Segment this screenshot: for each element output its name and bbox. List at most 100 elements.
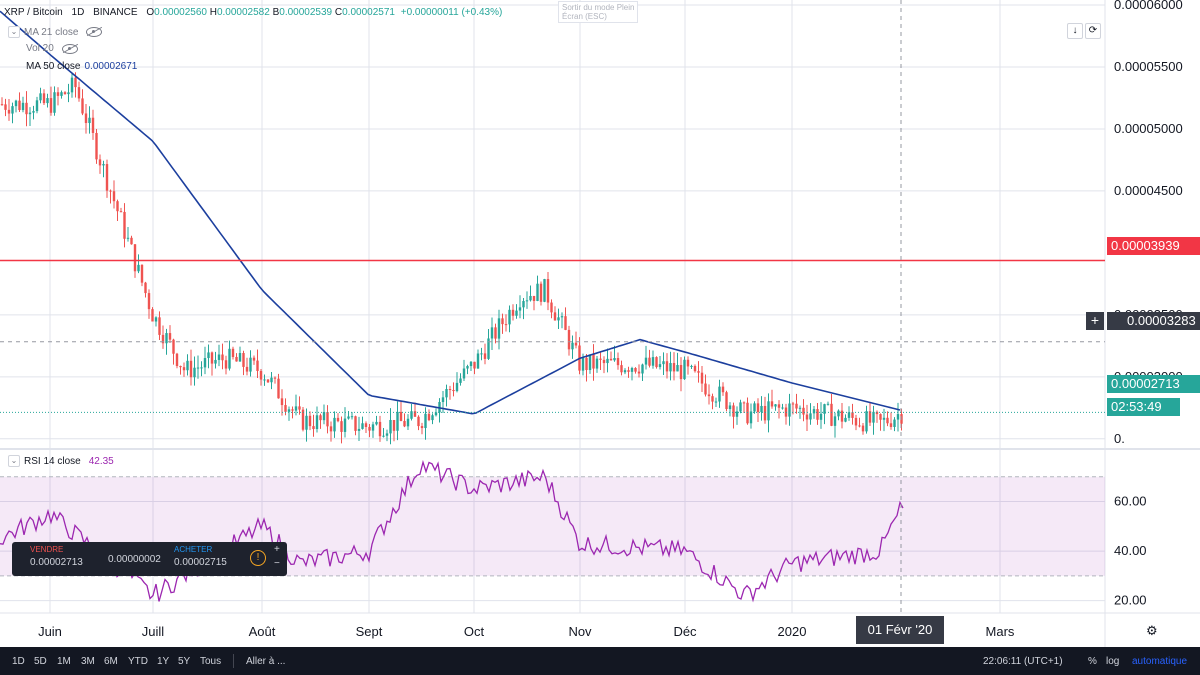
buy-block[interactable]: ACHETER 0.00002715 — [174, 545, 227, 568]
candle-body — [35, 100, 39, 112]
candle-body — [830, 403, 833, 426]
candle-body — [322, 412, 326, 421]
candle-body — [333, 417, 336, 432]
candle-body — [886, 417, 889, 424]
range-1d[interactable]: 1D — [12, 656, 25, 667]
sell-price: 0.00002713 — [30, 557, 83, 568]
candle-body — [319, 415, 322, 421]
range-5y[interactable]: 5Y — [178, 656, 191, 667]
percent-toggle[interactable]: % — [1088, 656, 1097, 667]
candle-body — [882, 417, 886, 420]
candle-body — [252, 357, 256, 361]
candle-body — [872, 411, 875, 423]
candle-body — [112, 191, 116, 202]
range-6m[interactable]: 6M — [104, 656, 118, 667]
candle-body — [795, 403, 798, 409]
log-toggle[interactable]: log — [1106, 656, 1120, 667]
candle-body — [515, 310, 518, 316]
candle-body — [84, 113, 88, 124]
candle-body — [718, 386, 721, 402]
expand-plus-icon[interactable]: + — [274, 544, 280, 555]
range-3m[interactable]: 3M — [81, 656, 95, 667]
candle-body — [630, 368, 634, 372]
symbol-legend: XRP / Bitcoin 1D BINANCE O0.00002560 H0.… — [4, 7, 502, 18]
add-alert-plus-icon[interactable]: + — [1086, 312, 1104, 330]
candle-body — [46, 98, 49, 104]
candle-body — [399, 411, 403, 421]
candle-body — [81, 98, 84, 114]
collapse-chevron-icon[interactable]: ⌄ — [8, 455, 20, 467]
candle-body — [193, 367, 196, 378]
range-1y[interactable]: 1Y — [157, 656, 170, 667]
info-icon[interactable]: ! — [250, 550, 266, 566]
hidden-eye-icon[interactable] — [61, 43, 78, 54]
candle-body — [25, 102, 28, 115]
candle-body — [389, 419, 392, 434]
resistance-price-tag: 0.00003939 — [1107, 237, 1200, 255]
scroll-down-icon[interactable]: ↓ — [1067, 23, 1083, 39]
candle-body — [137, 264, 140, 272]
rsi-tick-label: 40.00 — [1114, 543, 1147, 558]
candle-body — [91, 117, 95, 133]
symbol-name[interactable]: XRP / Bitcoin — [4, 7, 63, 18]
candle-body — [308, 415, 312, 427]
settings-gear-icon[interactable]: ⚙ — [1146, 623, 1158, 638]
range-5d[interactable]: 5D — [34, 656, 47, 667]
candle-body — [557, 317, 560, 321]
candle-body — [543, 279, 546, 302]
candle-body — [648, 357, 651, 366]
range-1m[interactable]: 1M — [57, 656, 71, 667]
time-tick-label: Sept — [356, 624, 383, 639]
symbol-exchange: BINANCE — [93, 7, 138, 18]
range-all[interactable]: Tous — [200, 656, 222, 667]
candle-body — [245, 366, 249, 372]
candle-body — [809, 413, 812, 420]
volume-legend[interactable]: Vol 20 — [26, 43, 78, 54]
candle-body — [760, 405, 763, 413]
candle-body — [175, 353, 179, 366]
candle-body — [781, 407, 784, 409]
candle-body — [385, 433, 389, 436]
candle-body — [221, 354, 224, 361]
candle-body — [259, 370, 263, 380]
sell-block[interactable]: VENDRE 0.00002713 — [30, 545, 83, 568]
rsi-path — [0, 459, 904, 603]
candle-body — [172, 339, 175, 354]
candle-body — [273, 377, 277, 379]
candle-body — [473, 361, 476, 369]
collapse-chevron-icon[interactable]: ⌄ — [8, 26, 20, 38]
candle-body — [770, 401, 774, 407]
reset-chart-icon[interactable]: ⟳ — [1085, 23, 1101, 39]
candle-body — [189, 360, 193, 378]
candle-body — [123, 211, 126, 239]
candle-body — [28, 112, 32, 115]
candle-body — [735, 411, 739, 417]
candle-body — [791, 403, 795, 405]
candle-body — [375, 421, 378, 425]
goto-date-button[interactable]: Aller à ... — [246, 656, 286, 667]
candle-body — [168, 333, 172, 340]
rsi-legend[interactable]: ⌄ RSI 14 close 42.35 — [8, 455, 114, 467]
range-ytd[interactable]: YTD — [128, 656, 148, 667]
hidden-eye-icon[interactable] — [86, 27, 103, 37]
candle-body — [623, 370, 627, 373]
candle-body — [651, 357, 655, 366]
candle-body — [74, 77, 77, 88]
fullscreen-hint-line2: Écran (ESC) — [562, 12, 607, 21]
candle-body — [497, 318, 501, 339]
ma21-legend[interactable]: ⌄ MA 21 close — [8, 26, 103, 38]
rsi-tick-label: 60.00 — [1114, 494, 1147, 509]
collapse-minus-icon[interactable]: − — [274, 558, 280, 569]
ma50-legend[interactable]: MA 50 close 0.00002671 — [26, 61, 137, 72]
candle-body — [749, 411, 753, 424]
auto-scale-toggle[interactable]: automatique — [1132, 656, 1188, 667]
candle-body — [525, 300, 529, 302]
close-value: 0.00002571 — [342, 7, 395, 18]
candle-body — [224, 360, 228, 369]
clock-label[interactable]: 22:06:11 (UTC+1) — [983, 656, 1063, 667]
candle-body — [665, 361, 669, 372]
candle-body — [819, 413, 823, 420]
candle-body — [595, 358, 599, 369]
candle-body — [294, 406, 298, 411]
candle-body — [200, 367, 203, 369]
